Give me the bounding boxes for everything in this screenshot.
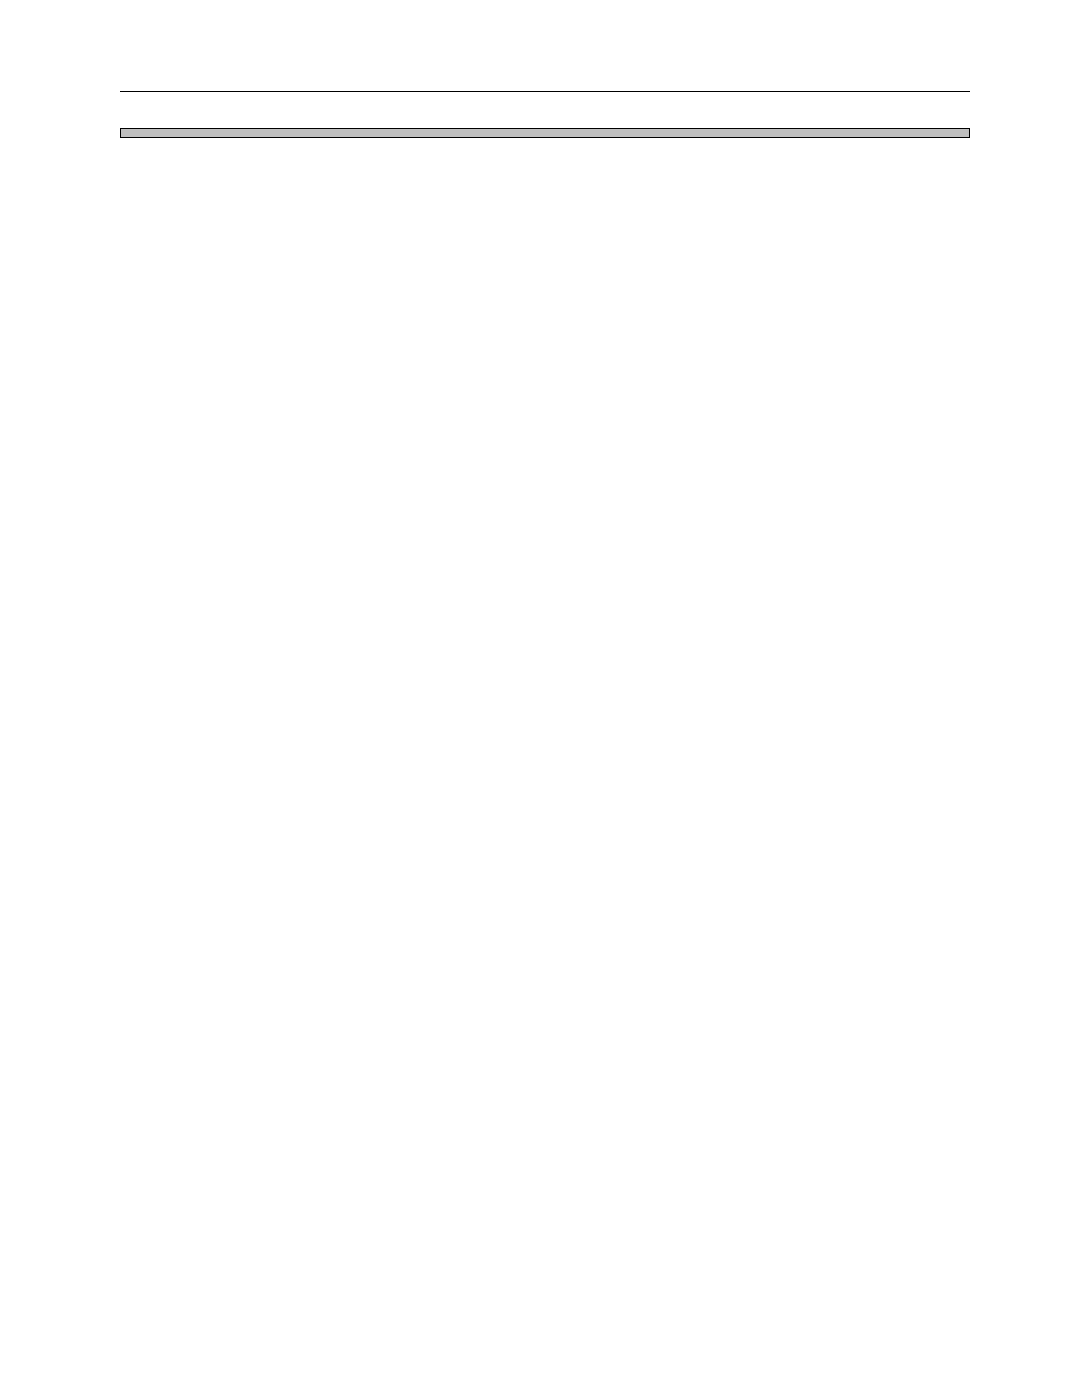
hdr-ascii xyxy=(329,129,490,138)
page-footer xyxy=(120,176,970,193)
hdr-response xyxy=(490,129,660,138)
page-title xyxy=(120,85,970,92)
command-response-table xyxy=(120,128,970,138)
page xyxy=(0,0,1080,253)
hdr-description xyxy=(660,129,970,138)
table-header-row xyxy=(121,129,970,138)
hdr-command xyxy=(121,129,329,138)
